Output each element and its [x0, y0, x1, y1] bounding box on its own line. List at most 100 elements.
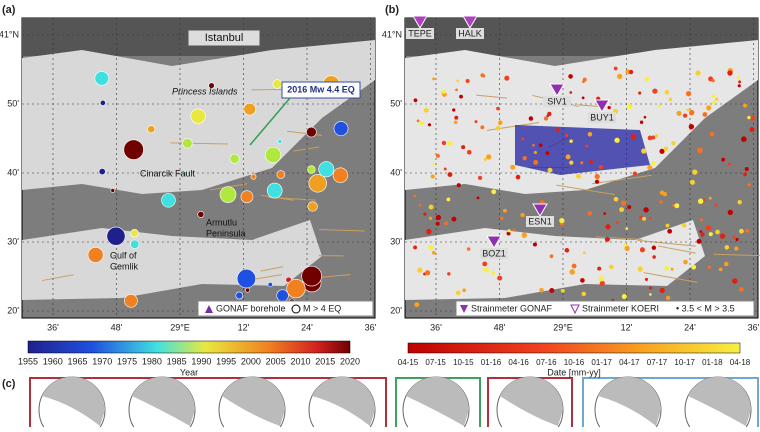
earthquake [302, 266, 322, 286]
earthquake [743, 172, 747, 176]
earthquake [669, 98, 673, 102]
colorbar-tick-label: 2020 [340, 356, 360, 366]
lat-label: 50' [7, 98, 19, 108]
earthquake [100, 100, 105, 105]
earthquake [267, 183, 282, 198]
earthquake [671, 268, 674, 271]
earthquake [600, 281, 605, 286]
earthquake [580, 161, 583, 164]
earthquake [695, 70, 700, 75]
legend-label: M > 4 EQ [303, 303, 341, 313]
earthquake [432, 251, 436, 255]
lon-label: 29°E [170, 322, 190, 332]
earthquake [644, 77, 649, 82]
earthquake [649, 293, 652, 296]
earthquake [599, 276, 604, 281]
earthquake [686, 91, 691, 96]
earthquake [743, 104, 747, 108]
colorbar-tick-label: 1980 [142, 356, 162, 366]
earthquake [627, 104, 632, 109]
earthquake [539, 288, 543, 292]
colorbar-tick-label: 2000 [241, 356, 261, 366]
earthquake [715, 98, 718, 101]
earthquake [417, 119, 420, 122]
earthquake [522, 232, 527, 237]
earthquake [642, 217, 646, 221]
earthquake [660, 191, 665, 196]
earthquake [466, 79, 470, 83]
legend-label: • 3.5 < M > 3.5 [676, 303, 735, 313]
earthquake [432, 77, 435, 80]
earthquake [627, 205, 631, 209]
earthquake [162, 193, 176, 207]
place-label: Istanbul [205, 32, 244, 44]
earthquake [640, 247, 645, 252]
earthquake [706, 105, 711, 110]
colorbar-tick-label: 04-15 [398, 358, 419, 367]
earthquake [556, 128, 560, 132]
earthquake [496, 107, 500, 111]
earthquake [739, 287, 744, 292]
colorbar-tick-label: 04-17 [619, 358, 640, 367]
lat-label: 30' [7, 236, 19, 246]
lat-label: 20' [7, 305, 19, 315]
earthquake [738, 80, 741, 83]
earthquake [682, 223, 687, 228]
earthquake [475, 120, 478, 123]
earthquake [534, 151, 537, 154]
earthquake [732, 236, 735, 239]
colorbar-tick-label: 1970 [92, 356, 112, 366]
earthquake [549, 288, 554, 293]
earthquake [124, 140, 144, 160]
colorbar-tick-label: 1995 [216, 356, 236, 366]
earthquake [747, 116, 750, 119]
earthquake [237, 269, 256, 288]
earthquake [183, 138, 193, 148]
earthquake [456, 290, 461, 295]
earthquake [532, 144, 535, 147]
earthquake [569, 269, 575, 275]
earthquake [417, 267, 422, 272]
earthquake [599, 165, 603, 169]
earthquake [467, 150, 472, 155]
earthquake [268, 282, 273, 287]
earthquake [719, 268, 723, 272]
earthquake [414, 98, 418, 102]
earthquake [583, 251, 586, 254]
place-label: Gemlik [110, 261, 139, 271]
colorbar-tick-label: 1985 [167, 356, 187, 366]
earthquake [461, 145, 465, 149]
earthquake [462, 288, 466, 292]
colorbar [28, 341, 350, 353]
earthquake [550, 254, 554, 258]
earthquake [251, 174, 256, 179]
lon-label: 48' [111, 322, 123, 332]
lat-label: 41°N [0, 29, 19, 39]
earthquake [504, 76, 509, 81]
earthquake [88, 247, 103, 262]
earthquake [191, 109, 206, 124]
earthquake [710, 132, 715, 137]
station-label: TEPE [408, 28, 432, 38]
earthquake [708, 266, 711, 269]
earthquake [568, 74, 573, 79]
lon-label: 36' [47, 322, 59, 332]
earthquake [482, 74, 485, 77]
earthquake [643, 207, 648, 212]
earthquake [659, 200, 662, 203]
lat-label: 41°N [382, 29, 402, 39]
legend-label: Strainmeter GONAF [471, 303, 553, 313]
colorbar-tick-label: 2015 [315, 356, 335, 366]
earthquake [652, 89, 657, 94]
earthquake [436, 222, 440, 226]
earthquake [220, 186, 236, 202]
earthquake [702, 112, 707, 117]
earthquake [244, 103, 256, 115]
earthquake [629, 70, 633, 74]
earthquake [500, 216, 504, 220]
earthquake [241, 191, 253, 203]
place-label: Cinarcik Fault [140, 168, 196, 178]
earthquake [709, 232, 713, 236]
earthquake [513, 229, 516, 232]
